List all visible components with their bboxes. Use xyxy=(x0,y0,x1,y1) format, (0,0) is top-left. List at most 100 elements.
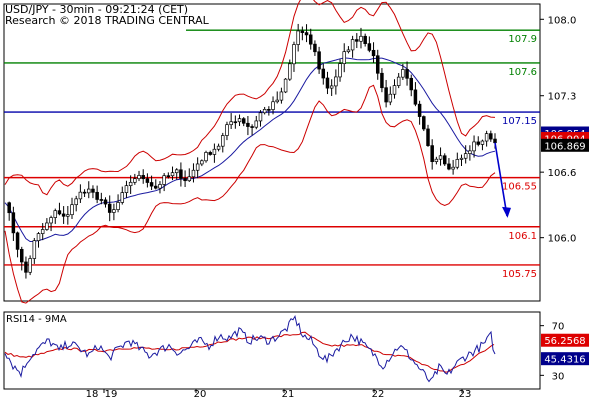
price-tick-label: 108.0 xyxy=(548,15,577,26)
price-tick-label: 106.6 xyxy=(548,168,577,179)
candle-body xyxy=(174,169,179,174)
candle-body xyxy=(137,175,141,180)
candle-body xyxy=(350,39,355,51)
candle-body xyxy=(246,122,250,127)
candle-body xyxy=(413,89,418,105)
price-tag-label: 106.869 xyxy=(544,141,585,152)
x-tick-label: 19 xyxy=(105,389,118,400)
candle-body xyxy=(463,153,468,159)
candle-body xyxy=(32,240,37,259)
candle-body xyxy=(82,191,87,194)
candle-body xyxy=(229,121,233,126)
price-tag-box xyxy=(541,138,589,152)
candle-body xyxy=(267,109,271,111)
candle-body xyxy=(308,34,313,45)
candle-body xyxy=(296,30,300,45)
candle-body xyxy=(87,188,91,194)
candle-body xyxy=(99,199,104,201)
candle-body xyxy=(300,30,305,33)
candle-body xyxy=(145,178,150,183)
rsi-tick-label: 70 xyxy=(552,322,565,333)
candle-body xyxy=(275,99,279,103)
candle-body xyxy=(53,210,58,218)
candle-body xyxy=(321,68,326,79)
candle-body xyxy=(133,178,137,183)
candle-body xyxy=(438,155,443,160)
candle-body xyxy=(384,87,388,103)
price-tag-box xyxy=(541,352,589,366)
level-label: 107.15 xyxy=(502,116,537,127)
candle-body xyxy=(283,78,288,93)
candle-body xyxy=(459,157,464,160)
candle-body xyxy=(447,163,451,170)
candles-group xyxy=(7,23,497,279)
candle-body xyxy=(359,35,363,42)
candle-body xyxy=(334,76,338,87)
price-tick-label: 107.3 xyxy=(548,92,577,103)
candle-body xyxy=(107,203,112,213)
candle-body xyxy=(74,198,78,206)
candle-body xyxy=(204,152,208,162)
candle-body xyxy=(346,49,351,53)
candle-body xyxy=(367,43,372,51)
candle-body xyxy=(338,63,342,78)
candle-body xyxy=(112,209,116,213)
candle-body xyxy=(434,158,439,162)
candle-body xyxy=(329,85,334,89)
x-tick-label: 23 xyxy=(459,389,472,400)
candle-body xyxy=(66,214,70,217)
price-tag-label: 56.2568 xyxy=(544,336,585,347)
candle-body xyxy=(317,51,321,70)
candle-body xyxy=(141,175,145,180)
price-tag-label: 45.4316 xyxy=(544,355,585,366)
candle-body xyxy=(426,128,430,146)
moving-average-line xyxy=(4,57,496,243)
candle-body xyxy=(208,152,212,155)
level-label: 106.1 xyxy=(508,231,537,242)
rsi-title: RSI14 - 9MA xyxy=(6,314,67,325)
candle-body xyxy=(392,85,397,95)
candle-body xyxy=(380,72,384,89)
candle-body xyxy=(200,160,204,165)
candle-body xyxy=(258,112,263,122)
candle-body xyxy=(233,121,238,124)
level-label: 105.75 xyxy=(502,269,537,280)
candle-body xyxy=(20,249,24,263)
candle-body xyxy=(70,204,74,216)
x-tick-label: 20 xyxy=(194,389,207,400)
candle-body xyxy=(401,69,405,78)
candle-body xyxy=(292,44,296,65)
level-label: 107.9 xyxy=(508,34,537,45)
candle-body xyxy=(11,212,16,234)
candle-body xyxy=(216,145,221,150)
candle-body xyxy=(493,138,497,144)
candle-body xyxy=(15,232,20,250)
candle-body xyxy=(28,258,32,273)
candle-body xyxy=(442,155,447,165)
x-tick-label: 22 xyxy=(372,389,385,400)
rsi-layer xyxy=(4,314,496,383)
candle-body xyxy=(170,172,175,177)
level-label: 106.55 xyxy=(502,182,537,193)
candle-body xyxy=(430,145,434,162)
candle-body xyxy=(451,166,455,170)
x-tick-label: 21 xyxy=(282,389,295,400)
candle-body xyxy=(375,55,380,74)
price-tag-box xyxy=(541,333,589,347)
candle-body xyxy=(36,233,41,242)
candle-body xyxy=(61,213,66,217)
candle-body xyxy=(49,217,53,224)
candle-body xyxy=(396,76,401,86)
candle-body xyxy=(455,159,460,168)
candle-body xyxy=(271,101,275,110)
candle-body xyxy=(128,181,133,187)
candle-body xyxy=(480,140,485,145)
candle-body xyxy=(355,39,359,42)
candle-body xyxy=(304,32,309,36)
candle-body xyxy=(103,199,108,205)
candle-body xyxy=(250,126,254,128)
candle-body xyxy=(409,77,413,91)
candle-body xyxy=(342,51,346,64)
chart-title: USD/JPY - 30min - 09:21:24 (CET) xyxy=(5,3,188,16)
price-tick-label: 106.0 xyxy=(548,234,577,245)
